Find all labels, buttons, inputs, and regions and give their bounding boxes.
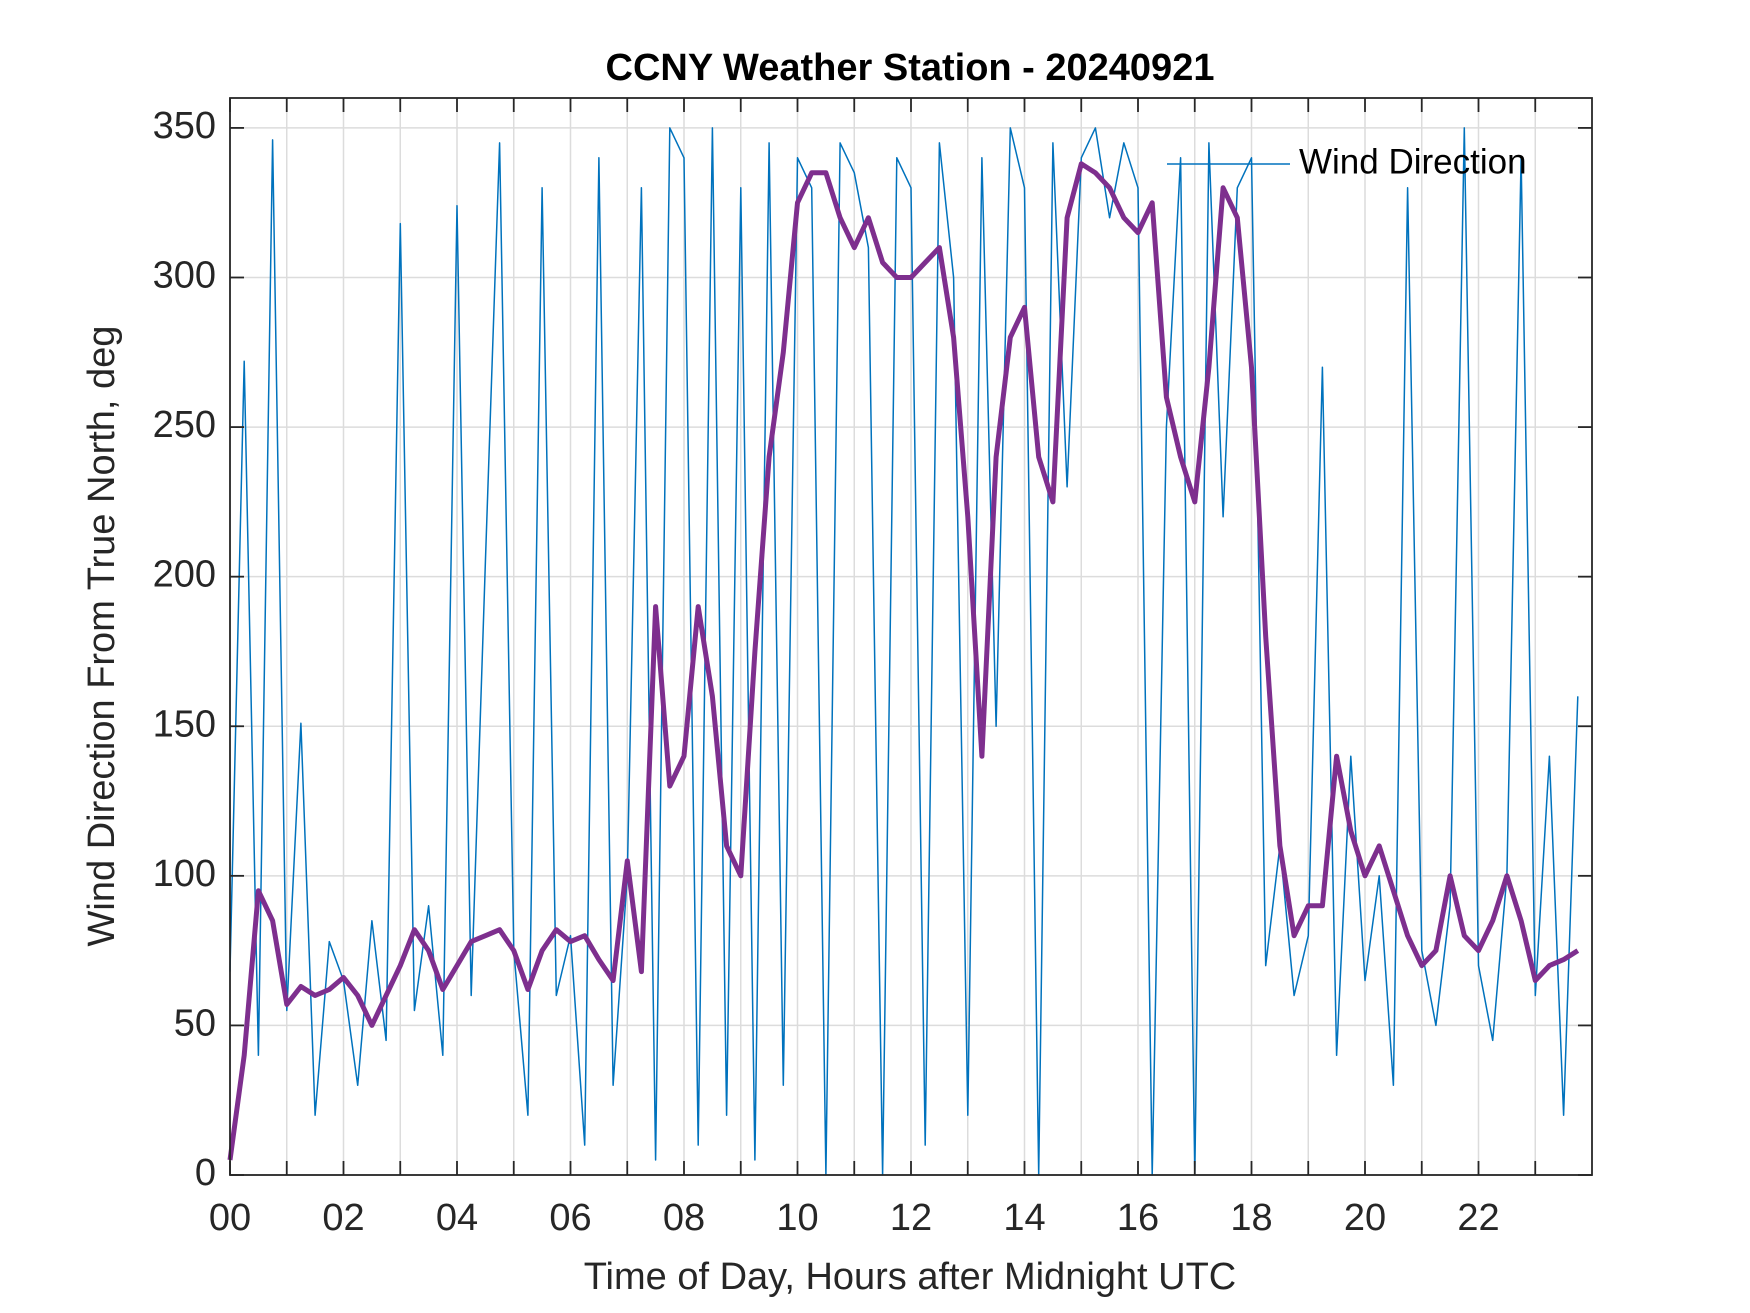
x-tick-label: 12 xyxy=(890,1197,932,1239)
series-line xyxy=(229,127,1579,1176)
x-tick-label: 10 xyxy=(776,1197,818,1239)
y-tick-label: 50 xyxy=(174,1002,216,1044)
x-tick-label: 18 xyxy=(1230,1197,1272,1239)
y-tick-label: 350 xyxy=(153,105,216,147)
x-axis-label: Time of Day, Hours after Midnight UTC xyxy=(584,1256,1237,1298)
y-tick-label: 300 xyxy=(153,255,216,297)
y-tick-label: 100 xyxy=(153,853,216,895)
y-tick-label: 200 xyxy=(153,554,216,596)
x-tick-label: 16 xyxy=(1117,1197,1159,1239)
x-tick-label: 14 xyxy=(1003,1197,1045,1239)
chart-title: CCNY Weather Station - 20240921 xyxy=(606,47,1215,89)
y-tick-label: 150 xyxy=(153,703,216,745)
series-line xyxy=(227,161,1580,1161)
y-tick-label: 0 xyxy=(195,1152,216,1194)
y-tick-label: 250 xyxy=(153,404,216,446)
legend-label: Wind Direction xyxy=(1299,142,1527,181)
x-tick-label: 06 xyxy=(549,1197,591,1239)
y-axis-label: Wind Direction From True North, deg xyxy=(81,326,123,947)
x-tick-label: 04 xyxy=(436,1197,478,1239)
x-tick-label: 08 xyxy=(663,1197,705,1239)
x-tick-label: 00 xyxy=(209,1197,251,1239)
x-tick-label: 22 xyxy=(1457,1197,1499,1239)
x-tick-label: 02 xyxy=(322,1197,364,1239)
x-tick-label: 20 xyxy=(1344,1197,1386,1239)
